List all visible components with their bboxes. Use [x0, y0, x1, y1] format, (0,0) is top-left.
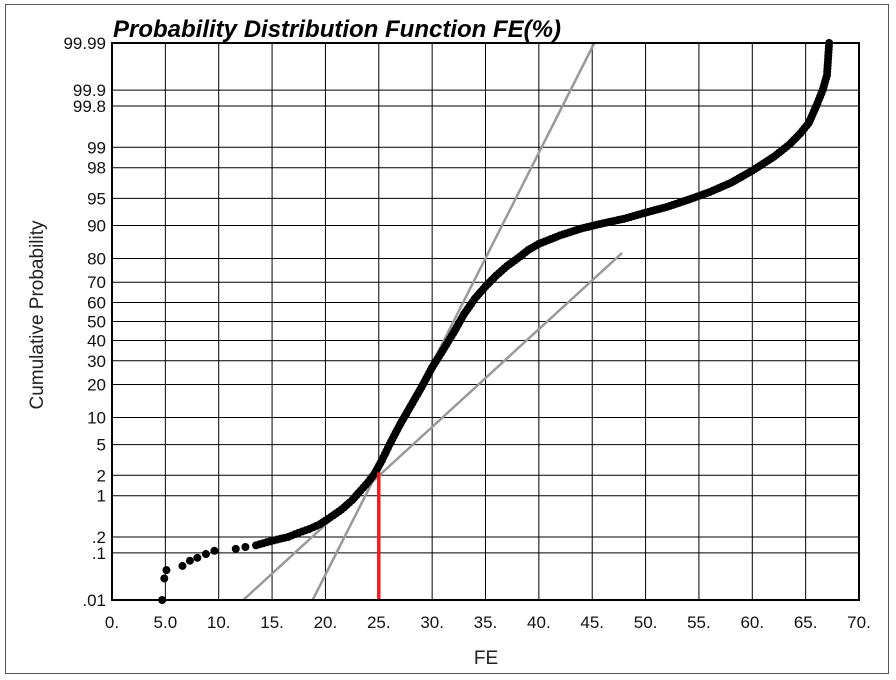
x-tick-label: 5.0 — [154, 613, 178, 632]
data-point — [185, 556, 194, 565]
y-tick-label: 99.9 — [73, 81, 106, 100]
x-tick-label: 0. — [105, 613, 119, 632]
data-point — [178, 561, 187, 570]
data-point — [210, 546, 219, 555]
x-tick-label: 55. — [687, 613, 711, 632]
x-tick-label: 35. — [474, 613, 498, 632]
y-tick-label: 2 — [97, 466, 106, 485]
y-tick-label: 20 — [87, 376, 106, 395]
chart-frame: Probability Distribution Function FE(%) … — [5, 4, 889, 674]
x-tick-labels: 0. 5.0 10. 15. 20. 25. 30. 35. 40. 45. 50. 55. 60. 65… — [105, 613, 871, 632]
y-tick-label: 80 — [87, 249, 106, 268]
data-point — [241, 543, 250, 552]
y-tick-label: 10 — [87, 408, 106, 427]
y-tick-label: 99.8 — [73, 97, 106, 116]
y-tick-label: 95 — [87, 189, 106, 208]
y-tick-label: 50 — [87, 313, 106, 332]
x-axis-label: FE — [474, 648, 498, 669]
y-tick-label: .01 — [82, 591, 106, 610]
x-tick-label: 70. — [847, 613, 871, 632]
x-tick-label: 60. — [740, 613, 764, 632]
data-point — [193, 553, 202, 562]
y-tick-label: 99.99 — [63, 34, 106, 53]
y-tick-labels: .01.1.212510203040506070809095989999.899… — [63, 34, 106, 610]
x-tick-label: 50. — [634, 613, 658, 632]
y-tick-label: 5 — [97, 436, 106, 455]
data-point — [231, 544, 240, 553]
x-tick-label: 20. — [314, 613, 338, 632]
data-series — [158, 39, 834, 604]
x-tick-label: 65. — [794, 613, 818, 632]
y-tick-label: .2 — [92, 528, 106, 547]
x-tick-label: 45. — [580, 613, 604, 632]
y-tick-label: 99 — [87, 138, 106, 157]
fit-line — [242, 252, 623, 601]
y-tick-label: 1 — [97, 487, 106, 506]
data-point — [160, 574, 169, 583]
data-point — [162, 566, 171, 575]
probability-chart: Probability Distribution Function FE(%) … — [27, 16, 871, 669]
chart-title: Probability Distribution Function FE(%) — [113, 16, 561, 43]
x-tick-label: 10. — [207, 613, 231, 632]
y-tick-label: 60 — [87, 294, 106, 313]
reference-lines — [242, 42, 623, 601]
data-point — [201, 550, 210, 559]
fit-line — [311, 42, 596, 601]
y-tick-label: 40 — [87, 331, 106, 350]
x-tick-label: 30. — [420, 613, 444, 632]
y-tick-label: 98 — [87, 159, 106, 178]
plot-border — [111, 42, 860, 601]
grid — [111, 42, 860, 601]
x-tick-label: 40. — [527, 613, 551, 632]
y-tick-label: .1 — [92, 544, 106, 563]
y-tick-label: 90 — [87, 217, 106, 236]
x-tick-label: 25. — [367, 613, 391, 632]
y-axis-label: Cumulative Probability — [27, 220, 48, 410]
y-tick-label: 70 — [87, 273, 106, 292]
y-tick-label: 30 — [87, 352, 106, 371]
x-tick-label: 15. — [260, 613, 284, 632]
